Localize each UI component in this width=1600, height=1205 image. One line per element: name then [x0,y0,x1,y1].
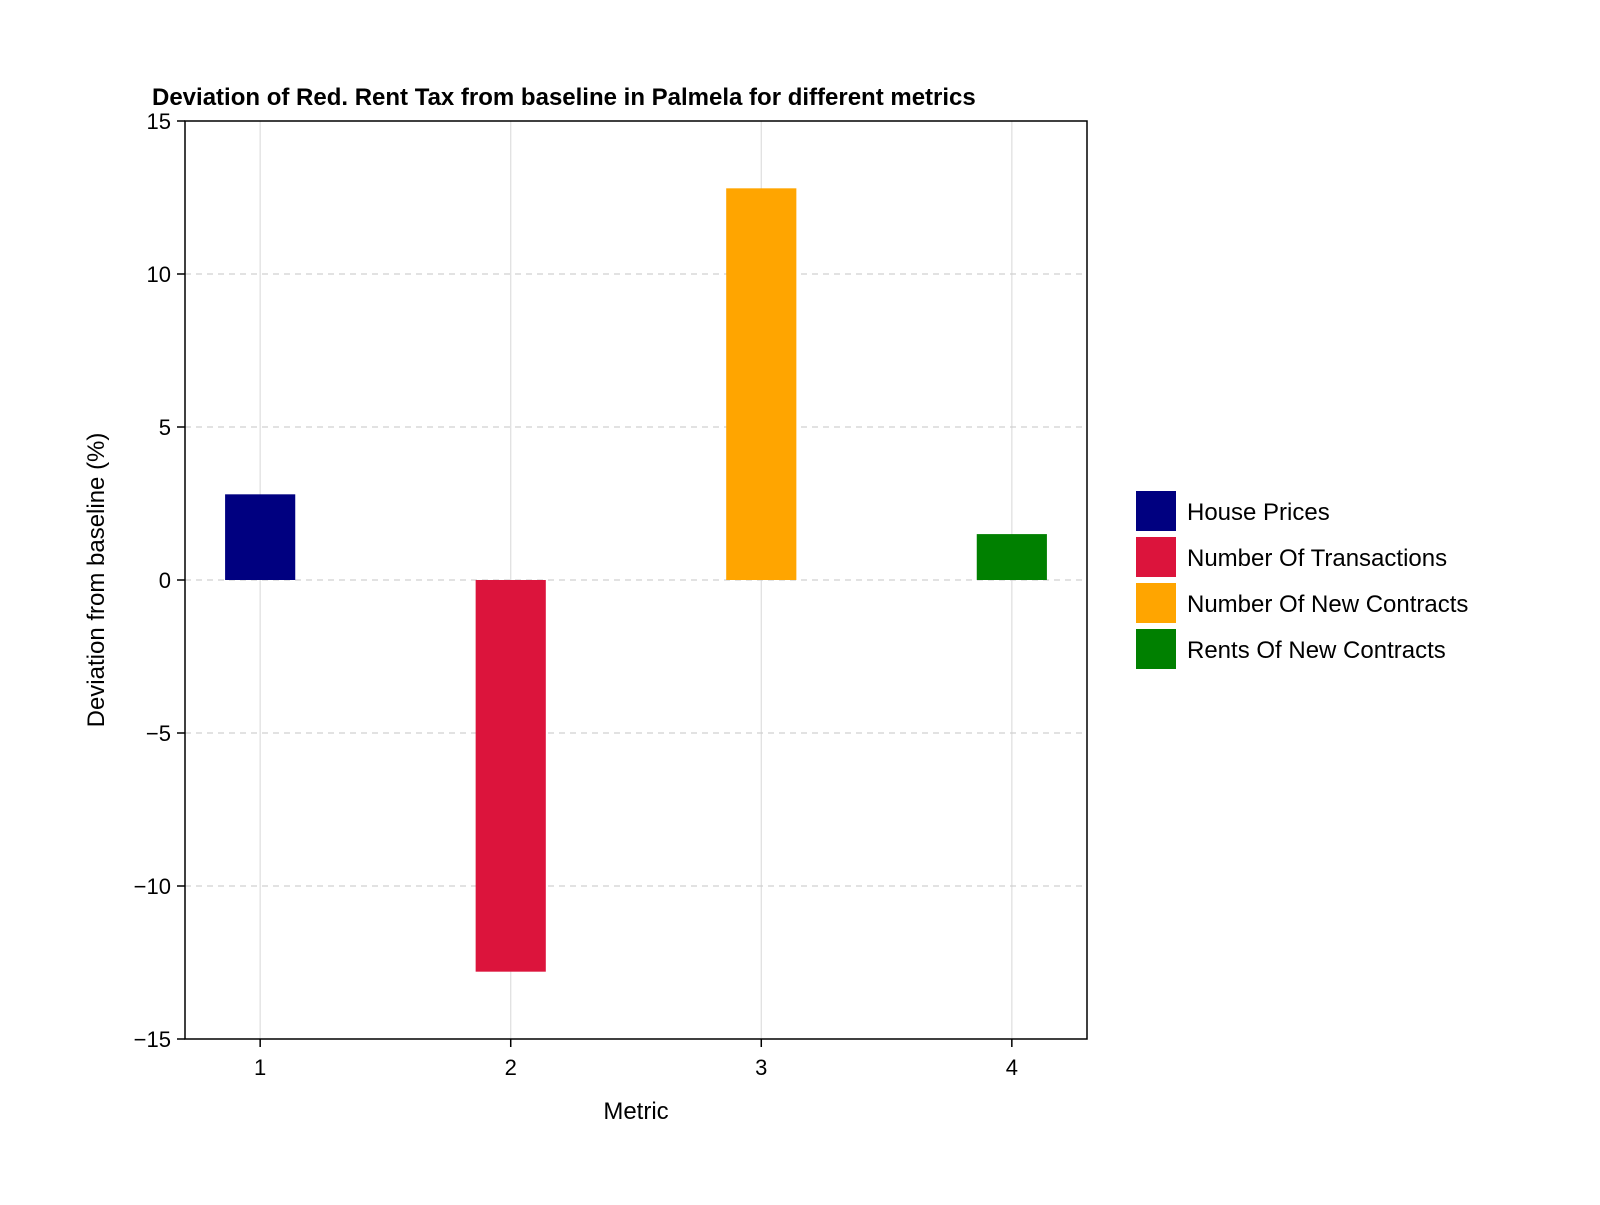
y-axis-label: Deviation from baseline (%) [83,433,110,728]
x-tick-label: 2 [505,1055,517,1080]
x-tick-label: 3 [755,1055,767,1080]
legend-swatch [1136,583,1176,623]
y-tick-label: −10 [134,874,171,899]
legend-swatch [1136,537,1176,577]
y-tick-label: 15 [147,109,171,134]
legend-label: Rents Of New Contracts [1187,637,1446,664]
y-tick-label: 0 [159,568,171,593]
legend: House Prices Number Of Transactions Number… [1136,491,1468,669]
x-tick-label: 1 [254,1055,266,1080]
legend-label: House Prices [1187,499,1330,526]
bar-layer [225,188,1047,972]
legend-swatch [1136,491,1176,531]
x-axis-label: Metric [603,1098,668,1125]
y-tick-label: 10 [147,262,171,287]
chart-title: Deviation of Red. Rent Tax from baseline… [152,84,976,111]
legend-swatch [1136,629,1176,669]
y-tick-label: −15 [134,1027,171,1052]
x-tick-label: 4 [1006,1055,1018,1080]
bar-4 [976,534,1047,580]
tick-layer: 1 2 3 4 −15 −10 −5 0 5 10 15 [134,109,1018,1080]
legend-label: Number Of Transactions [1187,545,1447,572]
y-tick-label: −5 [146,721,171,746]
bar-1 [225,494,296,580]
bar-2 [475,580,546,972]
legend-label: Number Of New Contracts [1187,591,1468,618]
bar-3 [726,188,797,580]
y-tick-label: 5 [159,415,171,440]
grid-layer [185,121,1087,1039]
